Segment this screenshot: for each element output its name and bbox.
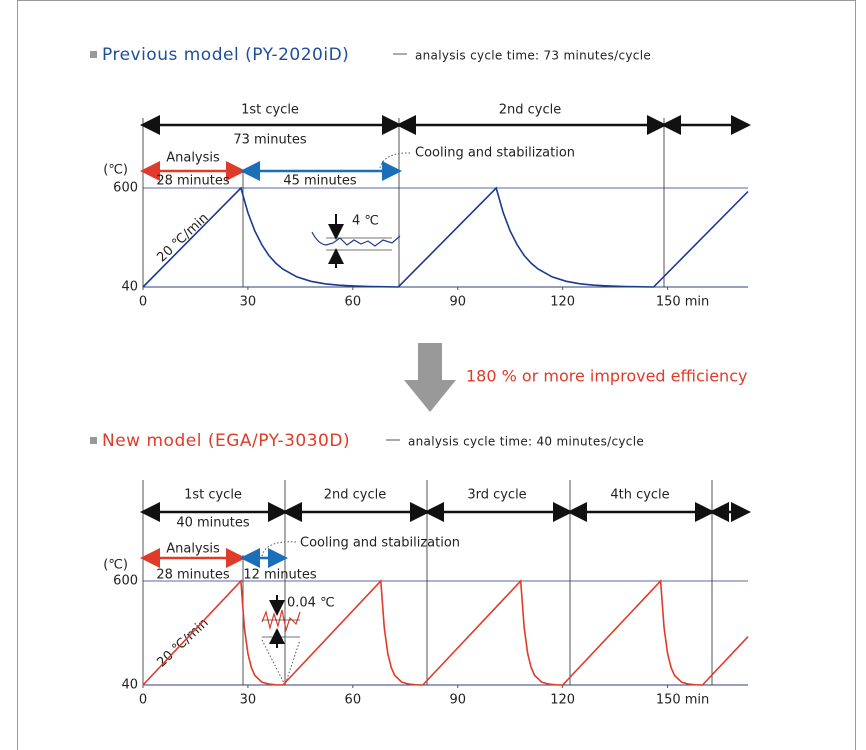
x-tick-label: 150 min — [656, 295, 709, 310]
annotation: 1st cycle — [241, 103, 299, 118]
subtitle: analysis cycle time: 40 minutes/cycle — [408, 435, 644, 449]
annotation: 28 minutes — [156, 568, 230, 583]
x-tick-label: 0 — [139, 693, 147, 708]
annotation: Cooling and stabilization — [415, 146, 575, 161]
annotation: 40 minutes — [176, 516, 250, 531]
annotation: 2nd cycle — [324, 488, 387, 503]
annotation: 12 minutes — [243, 568, 317, 583]
subtitle: analysis cycle time: 73 minutes/cycle — [415, 49, 651, 63]
x-tick-label: 90 — [449, 693, 466, 708]
y-tick-label: 600 — [113, 574, 138, 589]
x-tick-label: 0 — [139, 295, 147, 310]
annotation: 1st cycle — [184, 488, 242, 503]
annotation: 20 ℃/min — [154, 211, 211, 266]
annotation: 3rd cycle — [467, 488, 526, 503]
annotation: 4th cycle — [610, 488, 669, 503]
heading: Previous model (PY-2020iD) — [102, 45, 349, 65]
inset-cone — [261, 639, 301, 687]
heading: New model (EGA/PY-3030D) — [102, 431, 350, 451]
x-tick-label: 120 — [550, 693, 575, 708]
x-tick-label: 150 min — [656, 693, 709, 708]
down-arrow — [404, 343, 456, 412]
y-tick-label: 40 — [121, 678, 138, 693]
x-tick-label: 30 — [240, 693, 257, 708]
leader — [261, 541, 297, 557]
temperature-line — [142, 186, 749, 288]
x-tick-label: 120 — [550, 295, 575, 310]
annotation: 4 ℃ — [352, 214, 379, 229]
heading-bullet — [90, 51, 97, 58]
annotation: 45 minutes — [283, 174, 357, 189]
annotation: 73 minutes — [233, 133, 307, 148]
leader — [379, 152, 413, 169]
callout: 180 % or more improved efficiency — [466, 367, 747, 386]
annotation: Cooling and stabilization — [300, 536, 460, 551]
annotation: Analysis — [166, 151, 220, 166]
x-tick-label: 90 — [449, 295, 466, 310]
x-tick-label: 60 — [345, 295, 362, 310]
annotation: 28 minutes — [156, 174, 230, 189]
heading-bullet — [90, 437, 97, 444]
x-tick-label: 60 — [345, 693, 362, 708]
inset-trace — [311, 231, 401, 247]
x-tick-label: 30 — [240, 295, 257, 310]
annotation: 0.04 ℃ — [287, 596, 335, 611]
y-tick-label: 40 — [121, 280, 138, 295]
temperature-line — [142, 579, 749, 686]
y-axis-label: (℃) — [103, 163, 128, 178]
y-tick-label: 600 — [113, 181, 138, 196]
y-axis-label: (℃) — [103, 558, 128, 573]
annotation: Analysis — [166, 542, 220, 557]
frame — [17, 0, 856, 750]
annotation: 2nd cycle — [499, 103, 562, 118]
